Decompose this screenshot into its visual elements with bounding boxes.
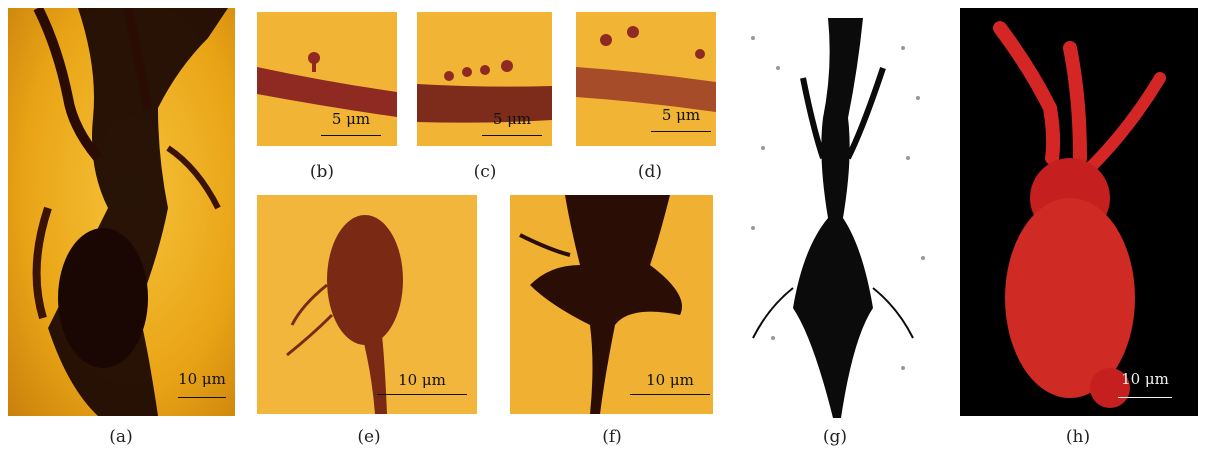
caption-d: (d) [637,162,663,182]
scale-label-c: 5 μm [492,110,532,128]
scale-line-c [482,134,542,136]
scale-bar-a: 10 μm [178,370,226,398]
panel-f-micrograph: 10 μm [510,195,713,414]
scale-line-e [377,393,467,395]
scale-line-d [651,130,711,132]
scale-label-a: 10 μm [178,370,226,388]
scale-line-f [630,393,710,395]
scale-bar-c: 5 μm [482,110,542,136]
panel-a-micrograph: 10 μm [8,8,235,416]
scale-bar-h: 10 μm [1118,370,1172,398]
scale-bar-f: 10 μm [630,371,710,395]
scale-label-f: 10 μm [646,371,694,389]
panel-h-reconstruction: 10 μm [960,8,1198,416]
caption-h: (h) [1065,427,1091,447]
panel-e-micrograph: 10 μm [257,195,477,414]
caption-g: (g) [822,427,848,447]
scale-bar-e: 10 μm [377,371,467,395]
scale-line-a [178,396,226,398]
panel-c-micrograph: 5 μm [417,12,552,146]
caption-f: (f) [602,427,622,447]
scale-bar-d: 5 μm [651,106,711,132]
scale-label-d: 5 μm [661,106,701,124]
scale-label-b: 5 μm [331,110,371,128]
scale-bar-b: 5 μm [321,110,381,136]
panel-b-micrograph: 5 μm [257,12,397,146]
scale-label-h: 10 μm [1121,370,1169,388]
panel-d-micrograph: 5 μm [576,12,716,146]
caption-e: (e) [357,427,381,447]
scale-label-e: 10 μm [398,371,446,389]
scale-line-h [1118,396,1172,398]
scale-line-b [321,134,381,136]
caption-b: (b) [309,162,335,182]
caption-a: (a) [109,427,133,447]
caption-c: (c) [473,162,497,182]
panel-g-drawing [733,8,939,418]
